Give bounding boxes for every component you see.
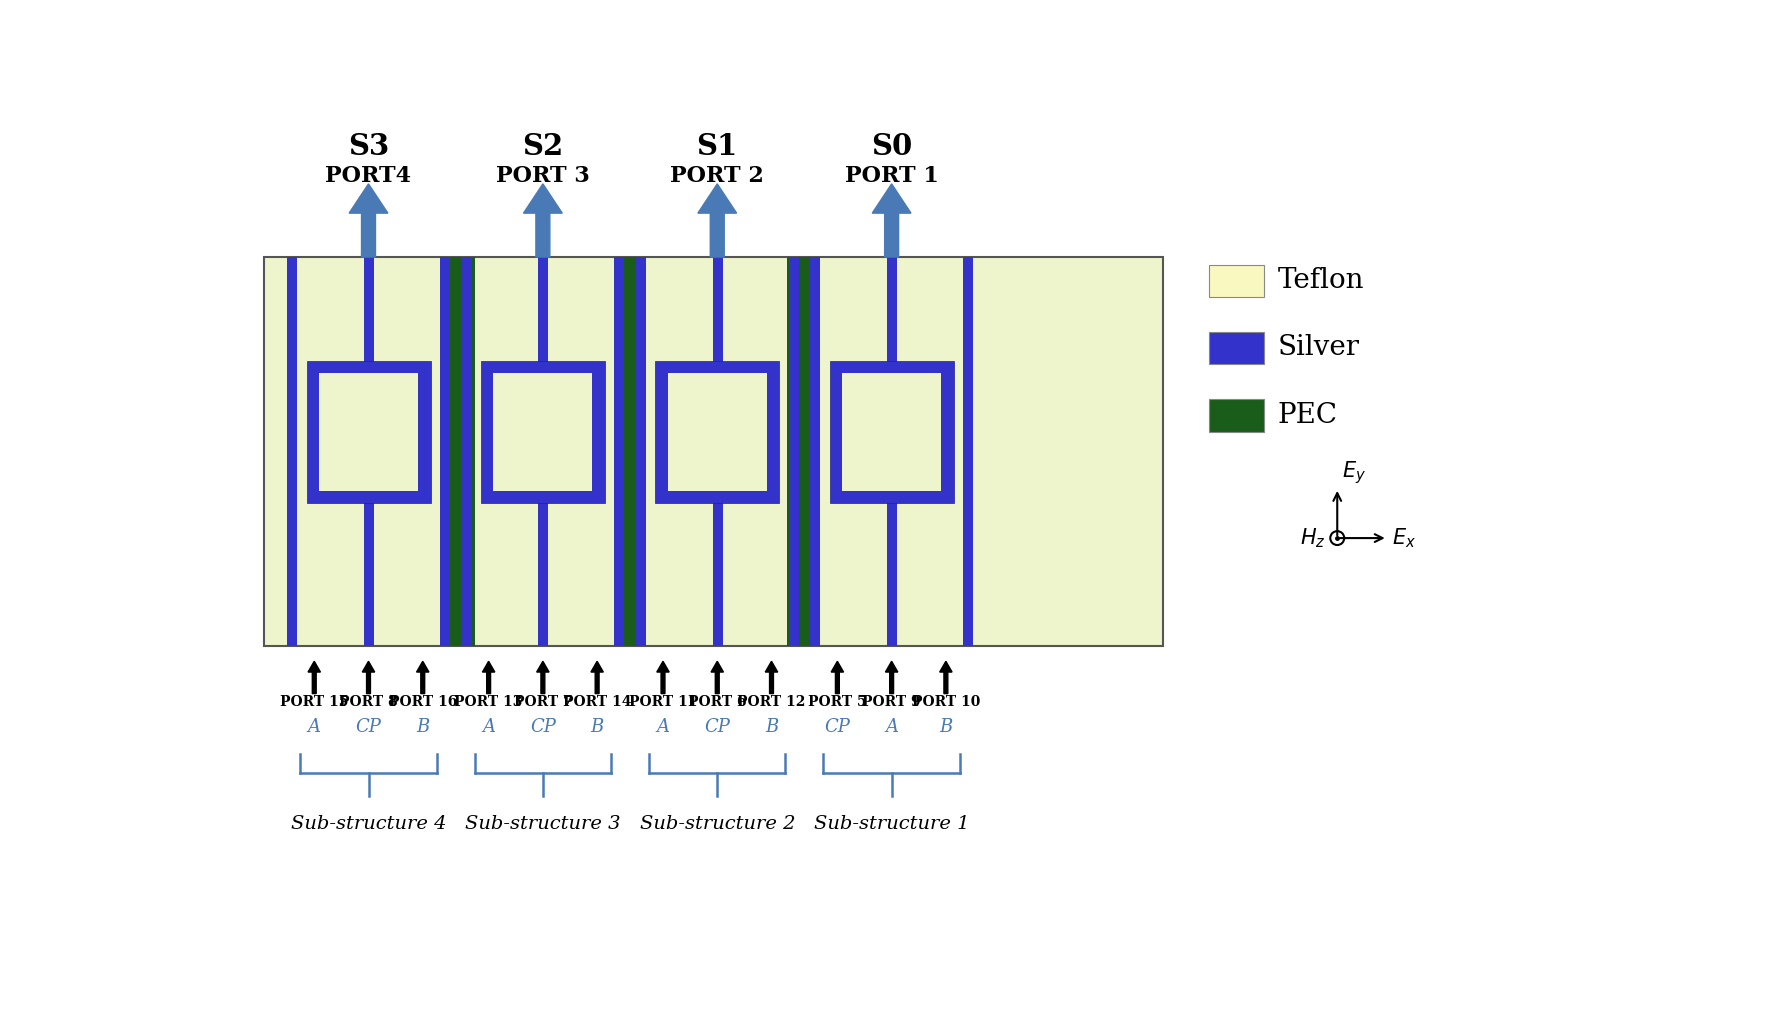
Text: $E_y$: $E_y$ xyxy=(1342,459,1366,486)
Text: PORT 10: PORT 10 xyxy=(912,695,981,709)
Text: PORT 3: PORT 3 xyxy=(496,165,589,186)
Bar xyxy=(462,257,471,646)
Text: $H_z$: $H_z$ xyxy=(1299,526,1326,550)
Text: PORT 15: PORT 15 xyxy=(280,695,349,709)
FancyArrow shape xyxy=(416,661,428,694)
Text: A: A xyxy=(308,718,320,737)
Text: PORT 8: PORT 8 xyxy=(340,695,398,709)
Text: A: A xyxy=(657,718,669,737)
FancyArrow shape xyxy=(349,183,388,257)
Bar xyxy=(635,257,646,646)
FancyArrow shape xyxy=(873,183,912,257)
FancyArrow shape xyxy=(885,661,897,694)
Bar xyxy=(614,257,625,646)
Bar xyxy=(1209,332,1264,364)
Text: Sub-structure 3: Sub-structure 3 xyxy=(466,815,621,834)
Text: S3: S3 xyxy=(349,131,389,161)
Text: PORT4: PORT4 xyxy=(326,165,411,186)
Bar xyxy=(538,257,549,646)
Bar xyxy=(830,361,954,503)
Bar xyxy=(1209,265,1264,298)
Bar xyxy=(319,373,418,491)
FancyArrow shape xyxy=(591,661,604,694)
Text: Teflon: Teflon xyxy=(1278,267,1365,294)
Text: PORT 6: PORT 6 xyxy=(689,695,747,709)
Text: PORT 2: PORT 2 xyxy=(671,165,765,186)
Text: PORT 11: PORT 11 xyxy=(628,695,697,709)
Bar xyxy=(655,361,779,503)
Text: PORT 16: PORT 16 xyxy=(389,695,457,709)
FancyArrow shape xyxy=(697,183,736,257)
Text: S1: S1 xyxy=(697,131,738,161)
Bar xyxy=(306,361,430,503)
Text: CP: CP xyxy=(825,718,850,737)
FancyArrow shape xyxy=(940,661,952,694)
FancyArrow shape xyxy=(536,661,549,694)
Bar xyxy=(439,257,450,646)
Bar xyxy=(365,257,373,646)
Bar xyxy=(789,257,798,646)
Text: A: A xyxy=(885,718,897,737)
Text: Silver: Silver xyxy=(1278,334,1359,362)
Bar xyxy=(843,373,942,491)
Text: S0: S0 xyxy=(871,131,912,161)
FancyArrow shape xyxy=(483,661,496,694)
FancyArrow shape xyxy=(308,661,320,694)
Text: PORT 13: PORT 13 xyxy=(455,695,522,709)
Text: PORT 14: PORT 14 xyxy=(563,695,632,709)
Text: CP: CP xyxy=(704,718,731,737)
Text: PORT 7: PORT 7 xyxy=(513,695,572,709)
Text: Sub-structure 2: Sub-structure 2 xyxy=(639,815,795,834)
Text: PORT 12: PORT 12 xyxy=(738,695,805,709)
Text: Sub-structure 4: Sub-structure 4 xyxy=(290,815,446,834)
Bar xyxy=(614,257,646,646)
FancyArrow shape xyxy=(524,183,563,257)
Text: B: B xyxy=(416,718,430,737)
FancyArrow shape xyxy=(657,661,669,694)
Bar xyxy=(667,373,766,491)
Bar xyxy=(713,257,722,646)
Bar xyxy=(963,257,974,646)
Text: A: A xyxy=(481,718,496,737)
FancyArrow shape xyxy=(363,661,375,694)
Text: CP: CP xyxy=(529,718,556,737)
Text: B: B xyxy=(591,718,604,737)
Text: S2: S2 xyxy=(522,131,563,161)
Text: CP: CP xyxy=(356,718,382,737)
Text: B: B xyxy=(765,718,779,737)
Bar xyxy=(264,257,1163,646)
Text: $E_x$: $E_x$ xyxy=(1393,526,1416,550)
Bar xyxy=(287,257,297,646)
Text: PORT 5: PORT 5 xyxy=(809,695,867,709)
Bar xyxy=(887,257,897,646)
Text: PEC: PEC xyxy=(1278,403,1338,429)
Bar xyxy=(481,361,605,503)
Bar xyxy=(494,373,593,491)
Text: PORT 9: PORT 9 xyxy=(862,695,920,709)
Text: Sub-structure 1: Sub-structure 1 xyxy=(814,815,970,834)
Bar xyxy=(788,257,818,646)
Bar xyxy=(1209,399,1264,432)
FancyArrow shape xyxy=(765,661,777,694)
FancyArrow shape xyxy=(832,661,844,694)
Text: PORT 1: PORT 1 xyxy=(844,165,938,186)
FancyArrow shape xyxy=(712,661,724,694)
Text: B: B xyxy=(940,718,952,737)
Bar xyxy=(444,257,476,646)
Bar xyxy=(811,257,820,646)
